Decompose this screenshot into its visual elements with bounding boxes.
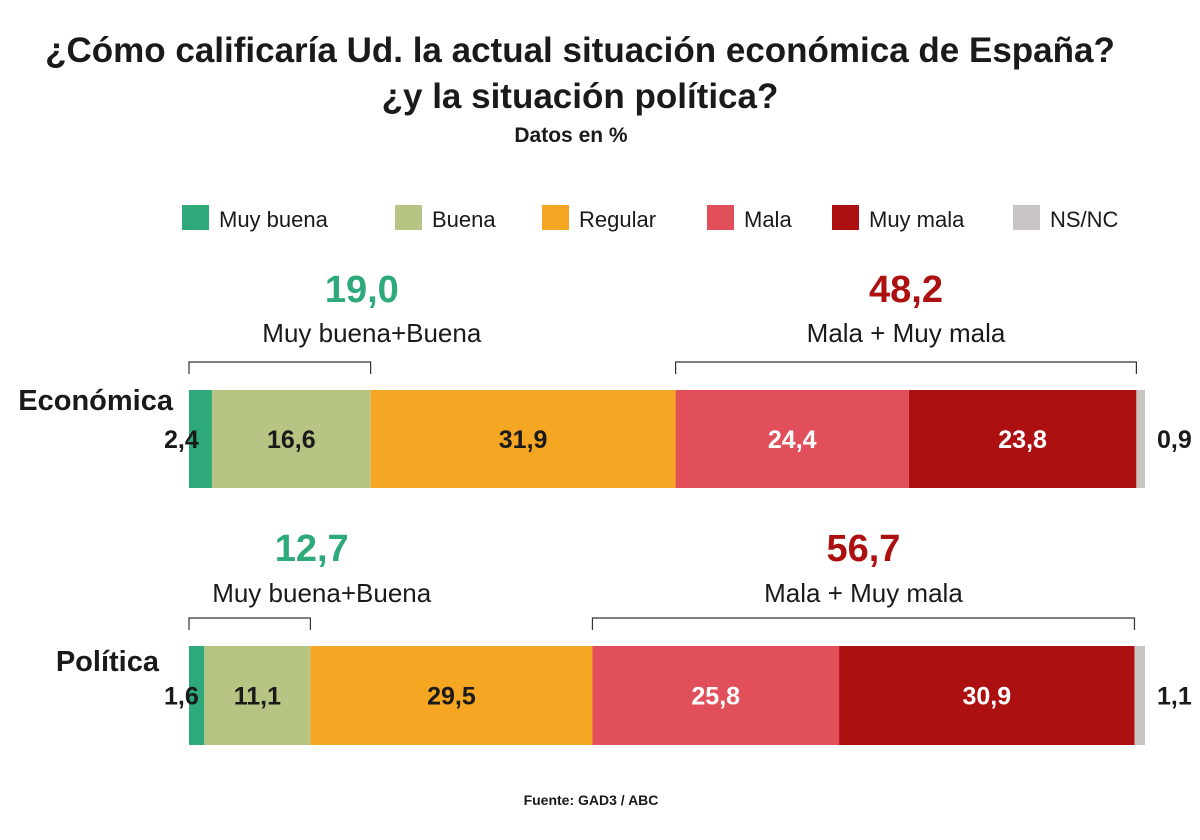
positive-bracket-economica [188,361,372,374]
legend-label-muy-buena: Muy buena [219,207,329,232]
negative-label-economica: Mala + Muy mala [807,318,1006,348]
positive-label-politica: Muy buena+Buena [212,578,432,608]
data-label-politica-muy-mala: 30,9 [962,683,1011,711]
legend-swatch-buena [395,205,422,230]
data-label-politica-mala: 25,8 [691,683,740,711]
legend-swatch-muy-buena [182,205,209,230]
data-label-economica-regular: 31,9 [499,426,548,454]
bar-segment-politica-buena [204,646,311,745]
data-label-politica-muy-buena: 1,6 [164,683,199,711]
chart-subtitle: Datos en % [514,124,628,147]
data-label-politica-buena: 11,1 [234,683,281,711]
data-label-economica-muy-buena: 2,4 [164,426,199,454]
positive-total-politica: 12,7 [275,528,349,570]
bar-segment-economica-buena [211,390,371,488]
category-label-politica: Política [56,646,160,678]
legend-label-ns-nc: NS/NC [1050,207,1119,232]
data-label-economica-mala: 24,4 [768,426,817,454]
chart-title-line-2: ¿y la situación política? [381,77,779,116]
legend-swatch-regular [542,205,569,230]
data-label-economica-muy-mala: 23,8 [998,426,1047,454]
bar-segment-politica-muy-mala [839,646,1135,745]
bar-segment-economica-muy-buena [189,390,212,488]
bar-segment-politica-ns-nc [1134,646,1145,745]
bar-segment-economica-muy-mala [908,390,1137,488]
negative-total-economica: 48,2 [869,269,943,311]
bar-segment-economica-mala [675,390,909,488]
negative-bracket-economica [675,361,1137,374]
category-label-economica: Económica [18,385,174,417]
legend-swatch-muy-mala [832,205,859,230]
legend-swatch-ns-nc [1013,205,1040,230]
negative-label-politica: Mala + Muy mala [764,578,963,608]
legend-label-mala: Mala [744,207,792,232]
bar-segment-politica-mala [592,646,840,745]
source-note: Fuente: GAD3 / ABC [523,792,659,808]
data-label-politica-ns-nc: 1,1 [1157,683,1192,711]
positive-bracket-politica [188,617,312,630]
negative-bracket-politica [591,617,1136,630]
bar-segment-politica-regular [310,646,593,745]
data-label-economica-ns-nc: 0,9 [1157,426,1192,454]
legend-label-muy-mala: Muy mala [869,207,965,232]
positive-label-economica: Muy buena+Buena [262,318,482,348]
legend-swatch-mala [707,205,734,230]
data-label-economica-buena: 16,6 [267,426,316,454]
bar-segment-economica-ns-nc [1136,390,1145,488]
positive-total-economica: 19,0 [325,269,399,311]
legend-label-regular: Regular [579,207,656,232]
chart-title-line-1: ¿Cómo calificaría Ud. la actual situació… [45,31,1115,70]
data-label-politica-regular: 29,5 [427,683,476,711]
legend-label-buena: Buena [432,207,496,232]
bar-segment-politica-muy-buena [189,646,205,745]
bar-segment-economica-regular [370,390,676,488]
negative-total-politica: 56,7 [826,528,900,570]
